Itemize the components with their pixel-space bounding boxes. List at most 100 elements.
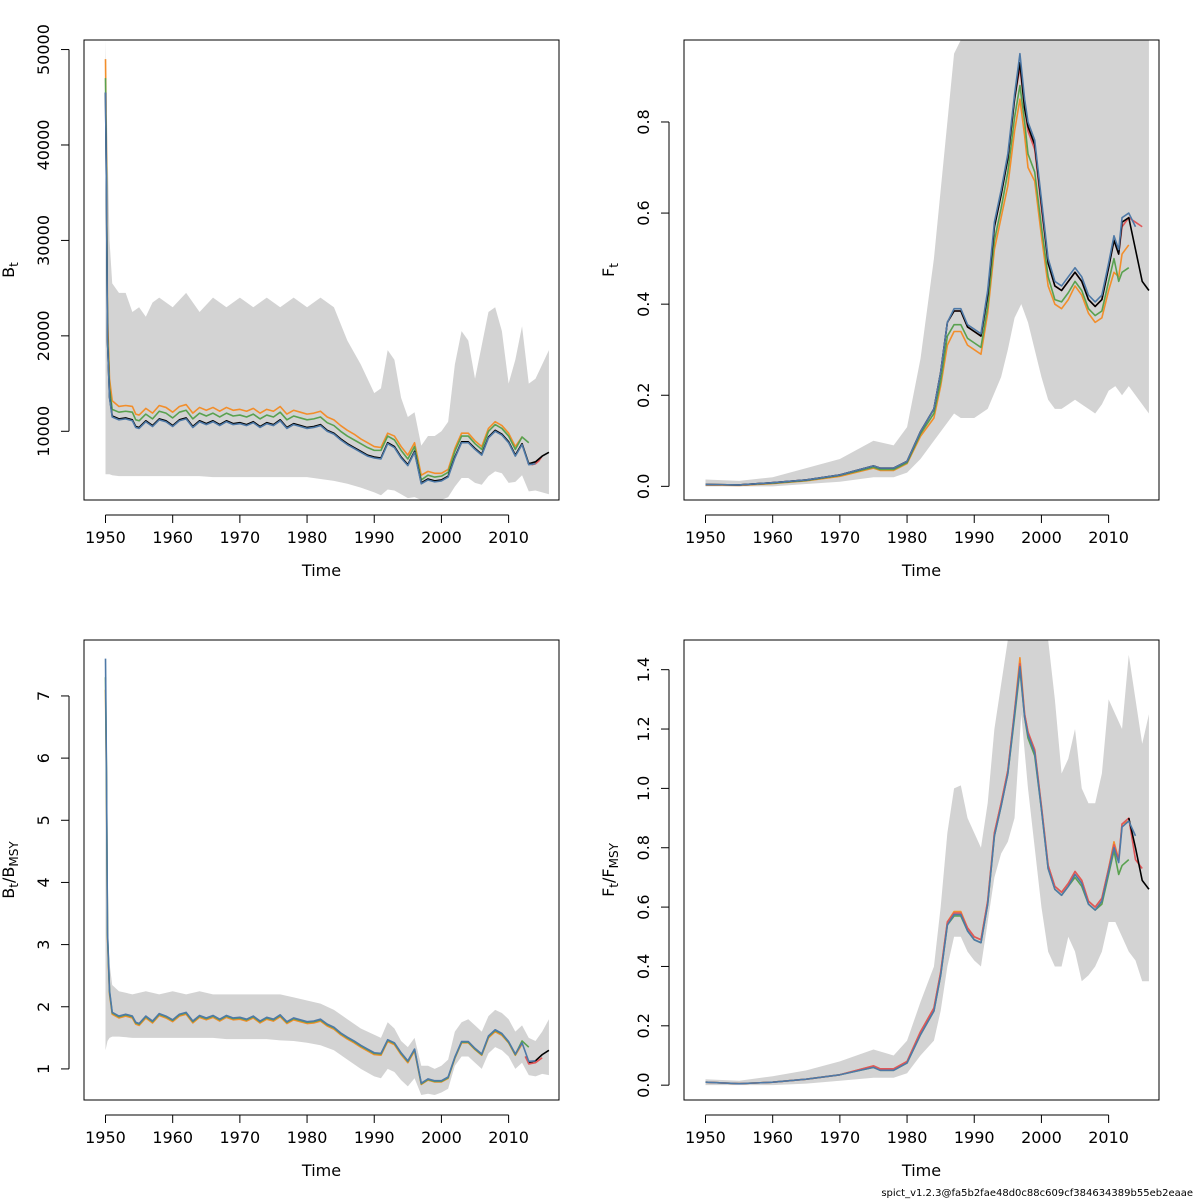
y-axis-title-subscript: MSY	[607, 842, 621, 868]
x-axis-title: Time	[901, 1161, 941, 1180]
x-tick-label: 1980	[287, 528, 328, 547]
y-tick-label: 0.6	[634, 200, 653, 225]
y-tick-label: 0.0	[634, 1072, 653, 1097]
confidence-band	[705, 40, 1149, 487]
x-tick-label: 1960	[752, 1128, 793, 1147]
x-tick-label: 1990	[954, 1128, 995, 1147]
y-axis-title-subscript: t	[607, 883, 621, 888]
y-axis-title-main: F	[599, 888, 618, 897]
confidence-band	[705, 640, 1149, 1086]
y-axis-title: Bt/BMSY	[0, 841, 21, 899]
x-tick-label: 1980	[887, 1128, 928, 1147]
y-tick-label: 3	[34, 940, 53, 950]
series-line-3	[524, 1056, 543, 1065]
x-axis-title: Time	[301, 1161, 341, 1180]
y-tick-label: 50000	[34, 24, 53, 75]
y-axis-title-main: /B	[0, 867, 18, 883]
y-tick-label: 0.8	[634, 109, 653, 134]
y-axis-title-subscript: t	[7, 883, 21, 888]
y-axis-title-main: F	[599, 268, 618, 277]
x-tick-label: 1950	[685, 1128, 726, 1147]
x-tick-label: 2010	[488, 1128, 529, 1147]
plot-frame	[683, 639, 1160, 1101]
plot-area	[705, 640, 1150, 1086]
series-line-4	[705, 52, 1137, 486]
series-line-0	[104, 59, 523, 476]
y-tick-label: 1.4	[634, 657, 653, 682]
y-tick-label: 5	[34, 815, 53, 825]
x-tick-label: 1980	[887, 528, 928, 547]
y-axis-title-main: B	[0, 888, 18, 899]
y-axis-title: Bt	[0, 262, 21, 278]
y-tick-label: 0.4	[634, 291, 653, 316]
series-line-4	[705, 665, 1137, 1085]
y-tick-label: 6	[34, 753, 53, 763]
x-tick-label: 2000	[421, 1128, 462, 1147]
x-tick-label: 1960	[752, 528, 793, 547]
confidence-band	[105, 40, 549, 500]
plot-area	[705, 40, 1150, 487]
panel-biomass: 1950 1960 1970 1980 1990 2000 2010 Time 10000 200…	[0, 24, 560, 580]
plot-frame	[83, 39, 560, 501]
plot-frame	[683, 39, 1160, 501]
x-tick-label: 1990	[354, 1128, 395, 1147]
y-axis-title: Ft	[599, 263, 621, 277]
y-tick-label: 20000	[34, 310, 53, 361]
y-tick-label: 40000	[34, 120, 53, 171]
panel-relative-fishing-mortality: 1950 1960 1970 1980 1990 2000 2010 Time 0.0 0.2 0.…	[599, 639, 1160, 1180]
series-line-4	[104, 92, 536, 485]
x-tick-label: 1960	[152, 1128, 193, 1147]
series-line-1	[104, 78, 530, 481]
x-tick-label: 1950	[85, 1128, 126, 1147]
x-tick-label: 2010	[1088, 1128, 1129, 1147]
panel-fishing-mortality: 1950 1960 1970 1980 1990 2000 2010 Time 0.0 0.2 0.…	[599, 39, 1160, 580]
series-line-3	[1127, 817, 1150, 890]
panel-relative-biomass: 1950 1960 1970 1980 1990 2000 2010 Time 1 2 3 4 5 6 7 B…	[0, 639, 560, 1180]
x-tick-label: 1970	[820, 1128, 861, 1147]
plot-area	[104, 658, 550, 1096]
x-tick-label: 1990	[954, 528, 995, 547]
series-line-0	[705, 98, 1130, 487]
version-footer: spict_v1.2.3@fa5b2fae48d0c88c609cf384634…	[881, 1188, 1193, 1199]
x-axis-title: Time	[901, 561, 941, 580]
y-tick-label: 0.8	[634, 835, 653, 860]
y-tick-label: 2	[34, 1002, 53, 1012]
y-axis-title-subscript: t	[607, 263, 621, 268]
y-tick-label: 0.4	[634, 954, 653, 979]
y-axis-title-main: /F	[599, 868, 618, 883]
y-tick-label: 7	[34, 691, 53, 701]
plot-frame	[83, 639, 560, 1101]
x-tick-label: 1970	[220, 528, 261, 547]
x-tick-label: 1960	[152, 528, 193, 547]
y-tick-label: 0.6	[634, 894, 653, 919]
confidence-band	[105, 658, 549, 1096]
y-axis-title-main: B	[0, 267, 18, 278]
x-tick-label: 2000	[1021, 528, 1062, 547]
x-axis-title: Time	[301, 561, 341, 580]
x-tick-label: 2010	[488, 528, 529, 547]
y-axis-title: Ft/FMSY	[599, 842, 621, 896]
x-tick-label: 1980	[287, 1128, 328, 1147]
x-tick-label: 2010	[1088, 528, 1129, 547]
y-tick-label: 1.2	[634, 716, 653, 741]
y-axis-title-subscript: MSY	[7, 841, 21, 867]
y-tick-label: 1	[34, 1064, 53, 1074]
x-tick-label: 1950	[85, 528, 126, 547]
y-axis-title-subscript: t	[7, 262, 21, 267]
y-tick-label: 0.2	[634, 1013, 653, 1038]
y-tick-label: 4	[34, 877, 53, 887]
x-tick-label: 1950	[685, 528, 726, 547]
x-tick-label: 1970	[820, 528, 861, 547]
x-tick-label: 2000	[421, 528, 462, 547]
x-tick-label: 1970	[220, 1128, 261, 1147]
y-tick-label: 10000	[34, 406, 53, 457]
series-line-4	[104, 658, 536, 1085]
x-tick-label: 1990	[354, 528, 395, 547]
y-tick-label: 0.2	[634, 383, 653, 408]
y-tick-label: 1.0	[634, 776, 653, 801]
y-tick-label: 30000	[34, 215, 53, 266]
series-line-1	[705, 84, 1130, 486]
x-tick-label: 2000	[1021, 1128, 1062, 1147]
y-tick-label: 0.0	[634, 474, 653, 499]
